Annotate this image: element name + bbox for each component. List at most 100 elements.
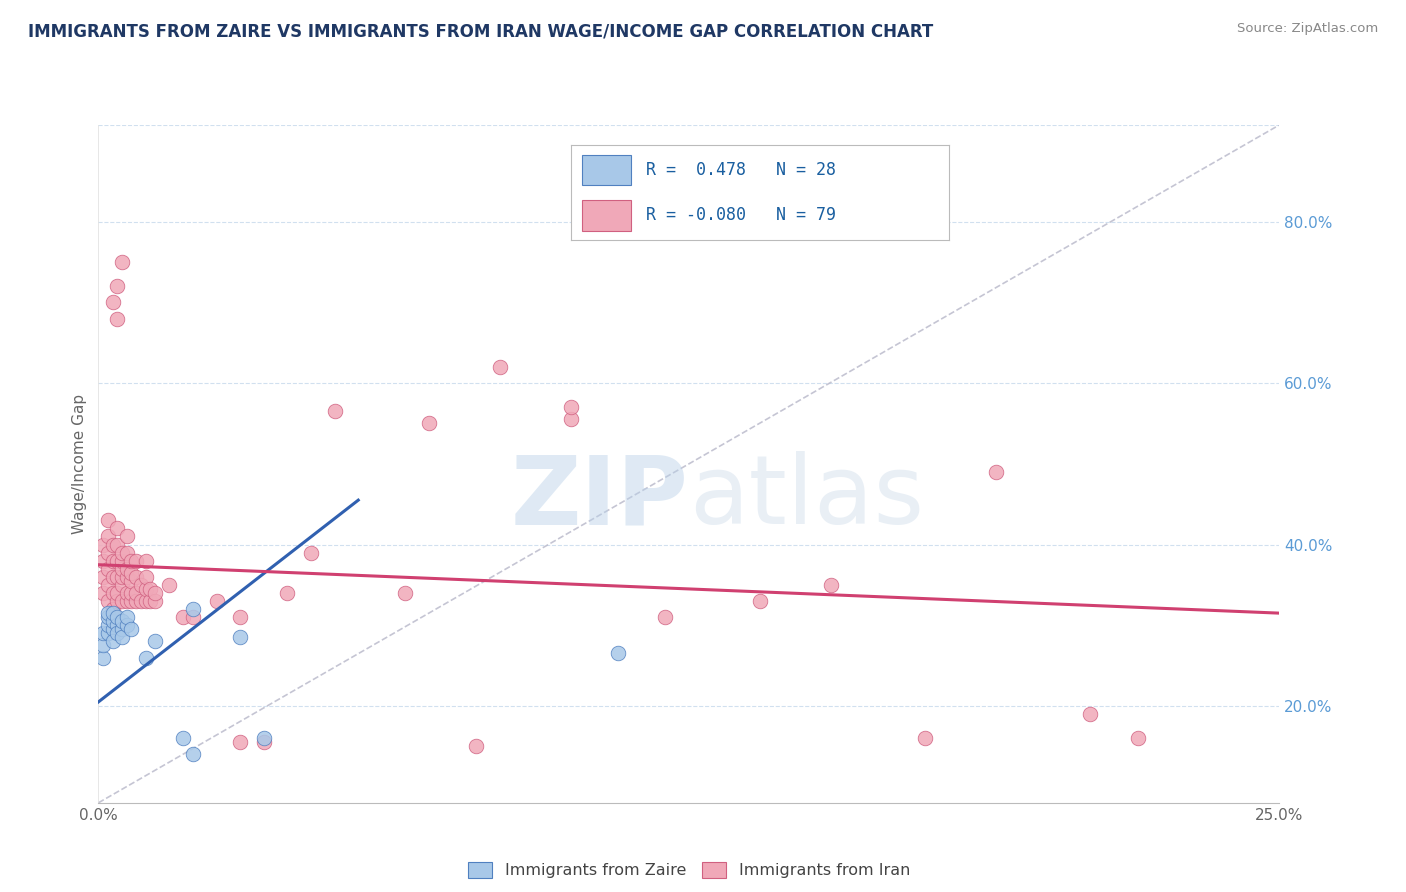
Point: [101, 295, 124, 310]
Point: [97, 606, 120, 620]
Point: [323, 404, 346, 418]
Point: [139, 582, 162, 596]
Point: [105, 554, 128, 568]
Point: [121, 574, 143, 588]
Point: [111, 614, 134, 628]
Text: atlas: atlas: [689, 451, 924, 544]
Point: [229, 631, 252, 645]
Point: [111, 562, 134, 576]
Point: [91, 626, 114, 640]
Text: ZIP: ZIP: [510, 451, 689, 544]
Point: [105, 311, 128, 326]
Point: [748, 594, 770, 608]
Point: [143, 594, 166, 608]
Point: [111, 594, 134, 608]
Point: [115, 570, 138, 584]
Point: [101, 614, 124, 628]
Point: [121, 622, 143, 636]
Point: [105, 594, 128, 608]
Point: [135, 594, 157, 608]
Point: [299, 546, 322, 560]
Point: [97, 546, 120, 560]
Point: [97, 626, 120, 640]
Point: [143, 586, 166, 600]
Point: [91, 650, 114, 665]
Point: [139, 594, 162, 608]
Point: [105, 618, 128, 632]
Point: [115, 546, 138, 560]
Point: [654, 610, 676, 624]
Point: [560, 401, 582, 415]
Point: [97, 529, 120, 543]
Point: [97, 562, 120, 576]
Point: [135, 570, 157, 584]
Point: [121, 586, 143, 600]
Point: [115, 618, 138, 632]
Point: [101, 537, 124, 551]
Point: [135, 650, 157, 665]
Point: [129, 594, 152, 608]
Point: [91, 639, 114, 653]
Point: [125, 594, 148, 608]
Point: [205, 594, 228, 608]
Point: [229, 735, 252, 749]
Point: [276, 586, 298, 600]
Point: [121, 566, 143, 580]
Point: [143, 634, 166, 648]
Point: [115, 529, 138, 543]
Point: [125, 570, 148, 584]
Point: [105, 570, 128, 584]
Point: [135, 554, 157, 568]
Point: [394, 586, 416, 600]
Point: [105, 610, 128, 624]
Point: [91, 570, 114, 584]
Point: [101, 634, 124, 648]
Point: [253, 731, 276, 746]
Point: [465, 739, 488, 754]
Point: [172, 610, 194, 624]
Point: [489, 359, 512, 374]
Legend: Immigrants from Zaire, Immigrants from Iran: Immigrants from Zaire, Immigrants from I…: [463, 857, 915, 883]
Point: [101, 570, 124, 584]
Y-axis label: Wage/Income Gap: Wage/Income Gap: [72, 393, 87, 534]
Point: [1126, 731, 1149, 746]
Point: [914, 731, 936, 746]
Point: [607, 647, 630, 661]
Point: [105, 537, 128, 551]
Point: [115, 586, 138, 600]
Point: [560, 412, 582, 426]
Point: [157, 578, 180, 592]
Point: [91, 586, 114, 600]
Point: [1080, 706, 1102, 721]
Point: [105, 586, 128, 600]
Point: [111, 554, 134, 568]
Point: [111, 546, 134, 560]
Point: [125, 586, 148, 600]
Point: [115, 594, 138, 608]
Point: [111, 622, 134, 636]
Point: [111, 631, 134, 645]
Text: IMMIGRANTS FROM ZAIRE VS IMMIGRANTS FROM IRAN WAGE/INCOME GAP CORRELATION CHART: IMMIGRANTS FROM ZAIRE VS IMMIGRANTS FROM…: [28, 22, 934, 40]
Text: Source: ZipAtlas.com: Source: ZipAtlas.com: [1237, 22, 1378, 36]
Point: [105, 279, 128, 293]
Point: [97, 578, 120, 592]
Point: [820, 578, 842, 592]
Point: [91, 554, 114, 568]
Point: [181, 747, 204, 762]
Point: [111, 570, 134, 584]
Point: [181, 602, 204, 616]
Point: [97, 594, 120, 608]
Point: [418, 417, 440, 431]
Point: [101, 602, 124, 616]
Point: [181, 610, 204, 624]
Point: [111, 578, 134, 592]
Point: [91, 537, 114, 551]
Point: [129, 578, 152, 592]
Point: [121, 594, 143, 608]
Point: [97, 610, 120, 624]
Point: [101, 606, 124, 620]
Point: [97, 618, 120, 632]
Point: [101, 554, 124, 568]
Point: [121, 554, 143, 568]
Point: [253, 735, 276, 749]
